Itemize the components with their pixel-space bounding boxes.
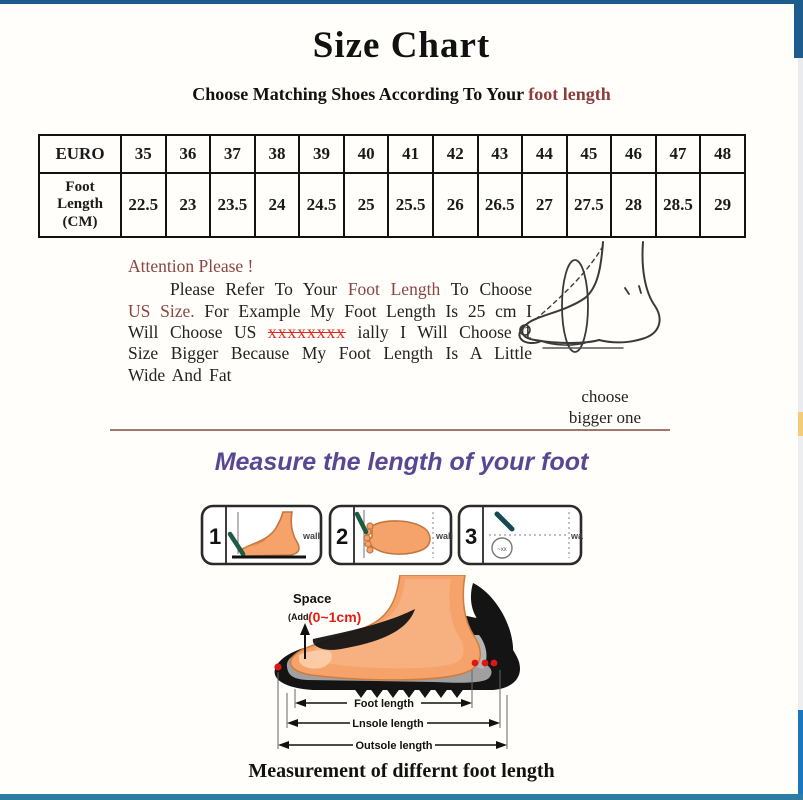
table-row-euro: EURO 35 36 37 38 39 40 41 42 43 44 45 46…: [38, 134, 746, 174]
attention-text-maroon: Foot Length: [347, 279, 441, 300]
insole-length-label: Lnsole length: [352, 718, 424, 730]
caption-line: choose: [581, 387, 629, 406]
space-arrowhead: [300, 623, 310, 635]
foot-shoe-measurement-diagram: Space (Add (0~1cm) Foot length Lnsole le…: [274, 575, 520, 752]
top-border-bar: [0, 0, 796, 4]
table-cell: 45: [565, 134, 613, 174]
step-number: 3: [465, 524, 477, 549]
wall-label: wall: [570, 531, 583, 541]
table-cell: 24.5: [298, 172, 345, 238]
right-edge-strip: [798, 412, 803, 436]
measurement-steps: 1 wall 2 wall 3: [200, 504, 585, 568]
size-conversion-table: EURO 35 36 37 38 39 40 41 42 43 44 45 46…: [38, 134, 746, 238]
right-edge-strip: [798, 436, 803, 710]
table-cell: 25: [342, 172, 390, 238]
table-cell: 29: [699, 172, 746, 238]
page-title: Size Chart: [312, 25, 491, 66]
right-edge-strip: [798, 58, 803, 412]
table-row-foot-length: Foot Length (CM) 22.5 23 23.5 24 24.5 25…: [38, 172, 746, 238]
table-cell: 39: [298, 134, 345, 174]
outsole-length-label: Outsole length: [356, 740, 433, 752]
table-header-foot-length: Foot Length (CM): [38, 172, 122, 238]
table-cell: 23: [164, 172, 212, 238]
pencil-icon: [494, 511, 515, 532]
table-cell: 48: [699, 134, 746, 174]
subtitle-text: Choose Matching Shoes According To Your: [192, 84, 529, 104]
marker-dots: [274, 659, 498, 671]
attention-note: Attention Please ! Please Refer To Your …: [128, 256, 532, 386]
table-cell: 22.5: [120, 172, 167, 238]
foot-outline-sketch: [518, 241, 661, 353]
right-edge-strip: [794, 0, 803, 58]
table-cell: 38: [253, 134, 301, 174]
pencil-icon: [227, 531, 246, 557]
wall-label: wall: [302, 531, 320, 541]
pencil-icon: [354, 511, 369, 535]
table-cell: 35: [120, 134, 167, 174]
attention-heading: Attention Please !: [128, 256, 254, 276]
step-number: 2: [336, 524, 348, 549]
step-number: 1: [209, 524, 221, 549]
guide-lines: [277, 670, 508, 749]
table-cell: 28.5: [654, 172, 702, 238]
table-cell: 36: [164, 134, 212, 174]
step-panel-1: 1 wall: [200, 504, 323, 566]
table-cell: 40: [342, 134, 390, 174]
table-cell: 28: [610, 172, 657, 238]
bottom-caption: Measurement of differnt foot length: [248, 760, 555, 782]
table-cell: 27: [521, 172, 568, 238]
shoe-front-band: [312, 609, 415, 650]
footprint-illustration: [368, 520, 431, 555]
table-cell: 23.5: [209, 172, 256, 238]
toe-highlight: [299, 650, 332, 669]
section-divider: [110, 429, 670, 431]
choose-bigger-caption: choose bigger one: [540, 386, 670, 429]
measure-section-heading: Measure the length of your foot: [214, 448, 589, 476]
table-cell: 43: [476, 134, 524, 174]
step-panel-3: 3 ~xx wall: [457, 504, 583, 566]
table-cell: 26.5: [476, 172, 524, 238]
table-cell: 44: [521, 134, 568, 174]
caption-line: bigger one: [568, 408, 642, 428]
attention-text: For Example My Foot Length Is 25 cm I Wi…: [128, 300, 533, 343]
table-cell: 26: [431, 172, 479, 238]
shoe-sawtooth-sole: [345, 679, 465, 698]
table-cell: 37: [209, 134, 256, 174]
space-add-prefix: (Add: [288, 612, 309, 622]
attention-text: Please Refer To Your: [170, 279, 348, 300]
table-header-euro: EURO: [38, 134, 122, 174]
table-cell: 24: [253, 172, 301, 238]
space-add-value: (0~1cm): [308, 609, 361, 625]
attention-text: ially I Will Choose 1 Size Bigger Becaus…: [128, 322, 532, 385]
circle-text: ~xx: [497, 547, 507, 553]
space-label: Space: [293, 591, 331, 606]
table-cell: 47: [654, 134, 702, 174]
table-cell: 25.5: [387, 172, 434, 238]
step-panel-2: 2 wall: [328, 504, 453, 566]
right-edge-strip: [798, 710, 803, 800]
bottom-border-bar: [0, 794, 803, 800]
subtitle-highlight: foot length: [528, 84, 611, 104]
table-cell: 27.5: [565, 172, 613, 238]
attention-paragraph: Please Refer To Your Foot Length To Choo…: [128, 279, 532, 386]
table-cell: 42: [431, 134, 479, 174]
foot-length-label: Foot length: [354, 698, 414, 710]
table-cell: 41: [387, 134, 434, 174]
attention-text-maroon: US Size.: [128, 300, 195, 321]
attention-text: To Choose: [440, 279, 532, 300]
wall-label: wall: [435, 531, 453, 541]
attention-redacted-text: xxxxxxxx: [267, 322, 346, 343]
page-subtitle: Choose Matching Shoes According To Your …: [0, 84, 803, 105]
table-cell: 46: [610, 134, 657, 174]
measure-circle: [491, 537, 513, 559]
